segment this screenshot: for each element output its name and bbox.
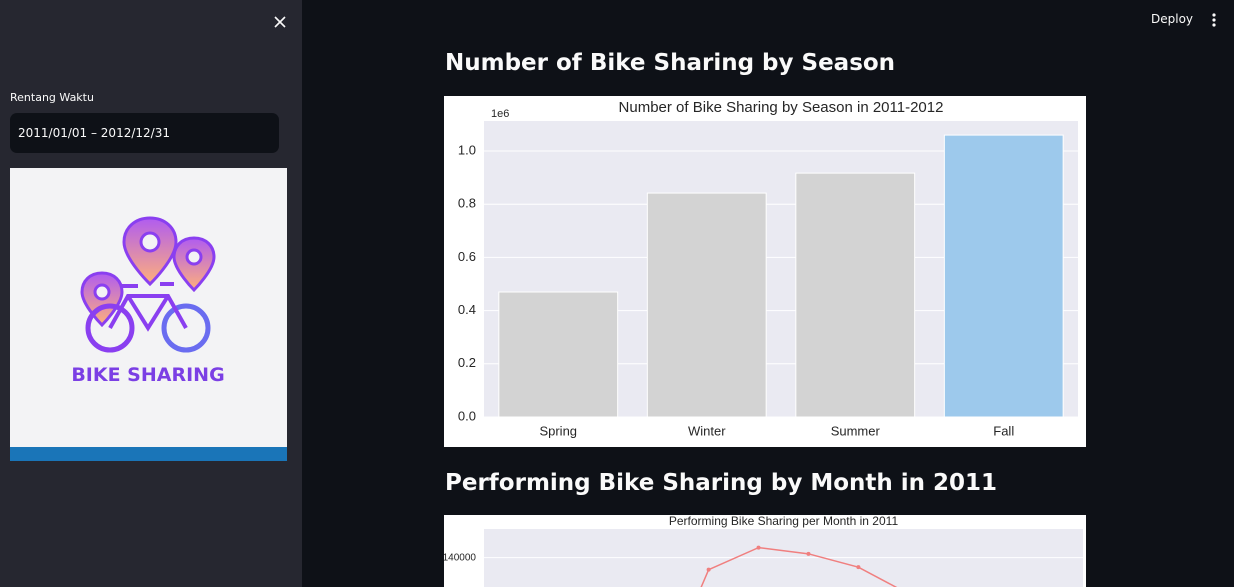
deploy-button[interactable]: Deploy bbox=[1151, 12, 1194, 26]
offset-label: 1e6 bbox=[491, 108, 509, 120]
y-tick-label: 140000 bbox=[444, 552, 476, 563]
x-tick-label: Summer bbox=[831, 423, 881, 438]
bar bbox=[498, 291, 619, 418]
point bbox=[706, 567, 711, 572]
line bbox=[700, 546, 898, 587]
bar bbox=[943, 134, 1064, 418]
y-tick-label: 0.4 bbox=[458, 302, 476, 317]
close-button[interactable] bbox=[272, 14, 288, 30]
bar bbox=[795, 172, 916, 418]
x-tick-label: Winter bbox=[688, 423, 726, 438]
chart-title: Number of Bike Sharing by Season in 2011… bbox=[619, 99, 944, 116]
menu-button[interactable] bbox=[1208, 12, 1220, 28]
y-tick-label: 1.0 bbox=[458, 142, 476, 157]
main: Deploy Number of Bike Sharing by Season … bbox=[302, 0, 1234, 587]
point bbox=[856, 565, 861, 570]
date-label: Rentang Waktu bbox=[10, 91, 94, 104]
point bbox=[806, 551, 811, 556]
y-tick-label: 0.6 bbox=[458, 249, 476, 264]
point bbox=[756, 545, 761, 550]
y-tick-label: 0.0 bbox=[458, 408, 476, 423]
date-input[interactable]: 2011/01/01 – 2012/12/31 bbox=[10, 113, 279, 153]
sidebar: Rentang Waktu 2011/01/01 – 2012/12/31 BI… bbox=[0, 0, 302, 587]
y-tick-label: 0.8 bbox=[458, 196, 476, 211]
line-chart: Performing Bike Sharing per Month in 201… bbox=[444, 515, 1086, 587]
logo: BIKE SHARING bbox=[10, 168, 287, 461]
y-tick-label: 0.2 bbox=[458, 355, 476, 370]
section-heading: Number of Bike Sharing by Season bbox=[445, 50, 896, 76]
bar-chart: Number of Bike Sharing by Season in 2011… bbox=[444, 96, 1086, 447]
bar bbox=[646, 192, 767, 418]
logo-text: BIKE SHARING bbox=[71, 364, 224, 386]
section-heading: Performing Bike Sharing by Month in 2011 bbox=[445, 470, 998, 496]
x-tick-label: Spring bbox=[539, 423, 577, 438]
x-tick-label: Fall bbox=[993, 423, 1014, 438]
chart-title: Performing Bike Sharing per Month in 201… bbox=[669, 515, 899, 528]
